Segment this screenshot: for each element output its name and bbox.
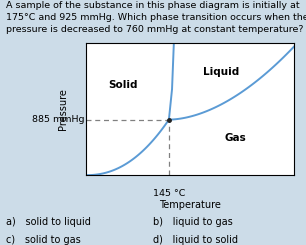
Text: Liquid: Liquid [203,67,239,77]
Text: a) solid to liquid: a) solid to liquid [6,217,91,227]
Text: Pressure: Pressure [58,88,68,130]
Text: Temperature: Temperature [159,200,221,210]
Text: 145 °C: 145 °C [153,189,185,198]
Text: Solid: Solid [108,80,138,90]
Text: c) solid to gas: c) solid to gas [6,235,81,245]
Text: A sample of the substance in this phase diagram is initially at
175°C and 925 mm: A sample of the substance in this phase … [6,1,306,34]
Text: 885 mmHg: 885 mmHg [32,115,84,124]
Text: b) liquid to gas: b) liquid to gas [153,217,233,227]
Text: d) liquid to solid: d) liquid to solid [153,235,238,245]
Text: Gas: Gas [225,133,246,143]
